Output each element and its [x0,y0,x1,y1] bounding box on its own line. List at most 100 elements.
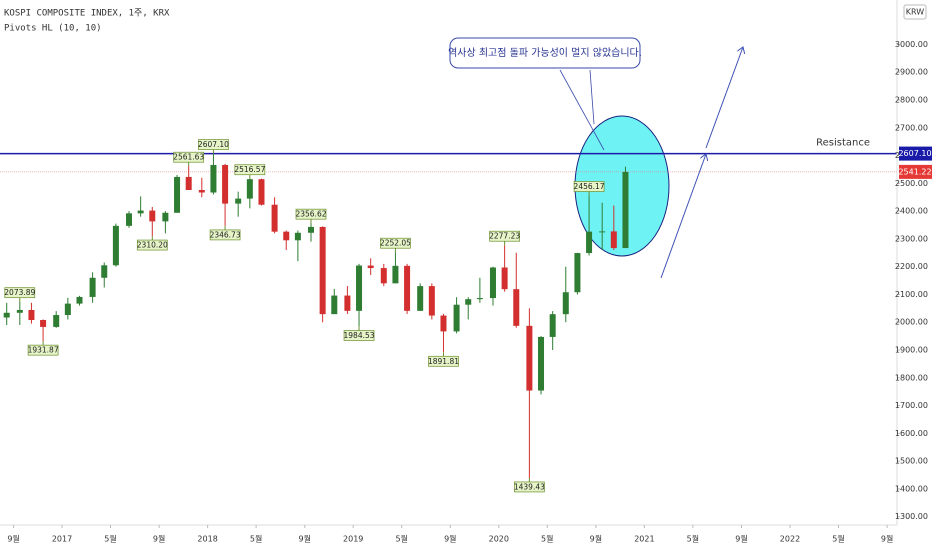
x-tick-label: 5월 [541,534,553,544]
pivot-label: 2456.17 [574,182,605,191]
y-tick-label: 2700.00 [895,123,928,132]
pivot-label: 2516.57 [234,165,265,174]
candle-body [283,231,290,241]
candle-body [417,286,424,311]
x-tick-label: 5월 [104,534,116,544]
candle-body [137,210,144,214]
x-tick-label: 5월 [395,534,407,544]
x-tick-label: 5월 [250,534,262,544]
pivot-box [380,237,411,249]
pivot-box [209,229,241,241]
candle-body [64,303,71,315]
callout-line [559,69,605,151]
candle-body [501,267,508,290]
candle-body [622,171,629,249]
candle-body [185,176,192,190]
y-tick-label: 1900.00 [895,346,928,355]
y-tick-label: 1300.00 [895,512,928,521]
pivot-box [198,139,229,150]
plot: 2073.89 2561.63 2607.10 2516.57 2356.62 2252.… [0,139,897,493]
candle-body [331,295,338,315]
pivot-label: 2310.20 [137,241,168,250]
price-tag [899,146,932,161]
y-tick-label: 1400.00 [895,484,928,493]
candle-body [125,213,132,226]
candle-body [258,179,265,205]
pivot-box [136,239,168,251]
candle-body [16,310,23,313]
currency-badge [903,4,927,20]
annotation-text: 역사상 최고점 돌파 가능성이 멀지 않았습니다. [448,46,642,59]
candle-body [76,296,83,304]
candle-body [453,304,460,332]
y-tick-label: 2100.00 [895,290,928,299]
candle-body [307,226,314,233]
candle-body [440,315,447,332]
x-tick-label: 2018 [197,535,217,544]
pivot-box [295,208,327,220]
pivot-box [428,355,459,367]
candle-body [465,299,472,305]
y-tick-label: 1700.00 [895,401,928,410]
candle-body [210,165,217,193]
x-tick-label: 9월 [7,534,19,544]
candle-body [89,277,96,297]
last-price-label: 2541.22 [898,167,931,176]
pivot-label: 1984.53 [344,331,375,340]
candle-body [149,210,156,222]
candle-body [222,165,229,204]
candle-body [40,320,47,327]
x-tick-label: 9월 [444,534,456,544]
candle-body [367,265,374,269]
pivot-box [573,181,605,192]
y-tick-label: 1800.00 [895,373,928,382]
pivot-box [27,344,59,356]
candle-body [319,226,326,315]
candle-body [162,212,169,222]
pivot-label: 1891.81 [428,357,459,366]
candle-body [513,289,520,326]
y-tick-label: 1500.00 [895,457,928,466]
candle-body [344,295,351,311]
pivot-box [343,330,375,341]
candle-body [586,231,593,254]
candle-body [380,268,387,284]
y-tick-label: 3000.00 [895,40,928,49]
candle-body [404,265,411,311]
pivot-box [514,481,545,493]
chart-title: KOSPI COMPOSITE INDEX, 1주, KRX [4,8,170,19]
candle-body [246,179,253,199]
pivot-box [173,151,205,163]
y-tick-label: 2200.00 [895,262,928,271]
candle-body [294,232,301,241]
candle-body [3,312,10,318]
candle-body [271,204,278,232]
indicator-name: Pivots HL (10, 10) [4,24,102,34]
pivot-label: 2277.23 [489,232,520,241]
last-price-tag [899,164,932,179]
x-tick-label: 2020 [489,535,509,544]
arrow [705,47,743,149]
candle-body [562,292,569,315]
candle-body [574,253,581,293]
pivot-label: 2346.73 [210,230,241,239]
price-tag-label: 2607.10 [898,149,931,158]
candle-body [428,286,435,316]
candle-body [476,298,483,300]
y-tick-label: 1600.00 [895,429,928,438]
arrow [660,154,706,279]
y-tick-label: 2000.00 [895,318,928,327]
candle-body [112,225,119,266]
pivot-label: 2607.10 [198,140,229,149]
currency: KRW [906,8,924,17]
pivot-label: 2356.62 [295,210,326,219]
x-tick-label: 2021 [634,535,654,544]
x-tick-label: 5월 [832,534,844,544]
candle-body [28,310,35,320]
candle-body [101,265,108,278]
candle-body [526,325,533,391]
x-tick-label: 9월 [735,534,747,544]
x-tick-label: 5월 [687,534,699,544]
